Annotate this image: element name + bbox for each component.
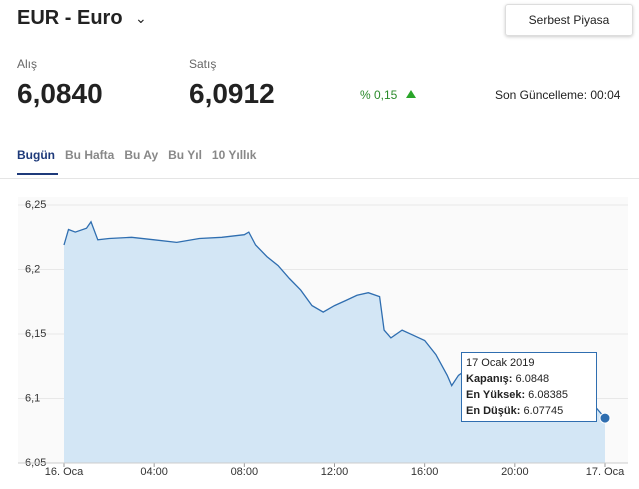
x-tick-label: 16:00: [411, 466, 439, 478]
tooltip-close: Kapanış: 6.0848: [466, 371, 592, 387]
up-arrow: [406, 90, 416, 98]
market-select[interactable]: Serbest Piyasa: [505, 4, 633, 36]
tab[interactable]: Bu Ay: [124, 148, 159, 162]
tooltip-low-label: En Düşük:: [466, 405, 521, 417]
tooltip-high-label: En Yüksek:: [466, 389, 526, 401]
tooltip-high-value: 6.08385: [528, 389, 568, 401]
change: % 0,15: [360, 88, 398, 102]
hover-point: [599, 412, 611, 424]
x-tick-label: 04:00: [140, 466, 168, 478]
title: EUR - Euro: [17, 7, 123, 29]
y-tick-label: 6,2: [25, 263, 40, 275]
tooltip-high: En Yüksek: 6.08385: [466, 387, 592, 403]
updated: Son Güncelleme: 00:04: [495, 88, 621, 102]
tabs: Bugün Bu Hafta Bu Ay Bu Yıl 10 Yıllık: [17, 148, 256, 162]
tab[interactable]: Bugün: [17, 148, 55, 162]
sell-price: 6,0912: [189, 78, 275, 109]
tooltip-low: En Düşük: 6.07745: [466, 403, 592, 419]
tab[interactable]: Bu Hafta: [65, 148, 115, 162]
y-tick-label: 6,15: [25, 328, 46, 340]
x-tick-label: 12:00: [321, 466, 349, 478]
x-tick-label: 16. Oca: [45, 466, 84, 478]
divider: [0, 178, 639, 179]
tab[interactable]: 10 Yıllık: [211, 148, 257, 162]
tooltip-close-label: Kapanış:: [466, 373, 513, 385]
buy-label: Alış: [17, 57, 38, 71]
buy-price: 6,0840: [17, 78, 103, 109]
tab[interactable]: Bu Yıl: [168, 148, 202, 162]
x-tick-label: 20:00: [501, 466, 529, 478]
tooltip-date: 17 Ocak 2019: [466, 357, 535, 369]
title-chevron[interactable]: ⌄: [135, 10, 147, 26]
x-tick-label: 17. Oca: [586, 466, 625, 478]
tooltip-close-value: 6.0848: [515, 373, 550, 385]
tab-underline: [17, 173, 58, 175]
y-tick-label: 6,1: [25, 392, 40, 404]
x-tick-label: 08:00: [231, 466, 259, 478]
y-tick-label: 6,25: [25, 199, 46, 211]
tooltip-low-value: 6.07745: [523, 405, 564, 417]
tooltip: 17 Ocak 2019 Kapanış: 6.0848 En Yüksek: …: [461, 352, 597, 422]
market-label: Serbest Piyasa: [528, 13, 610, 27]
sell-label: Satış: [189, 57, 217, 71]
